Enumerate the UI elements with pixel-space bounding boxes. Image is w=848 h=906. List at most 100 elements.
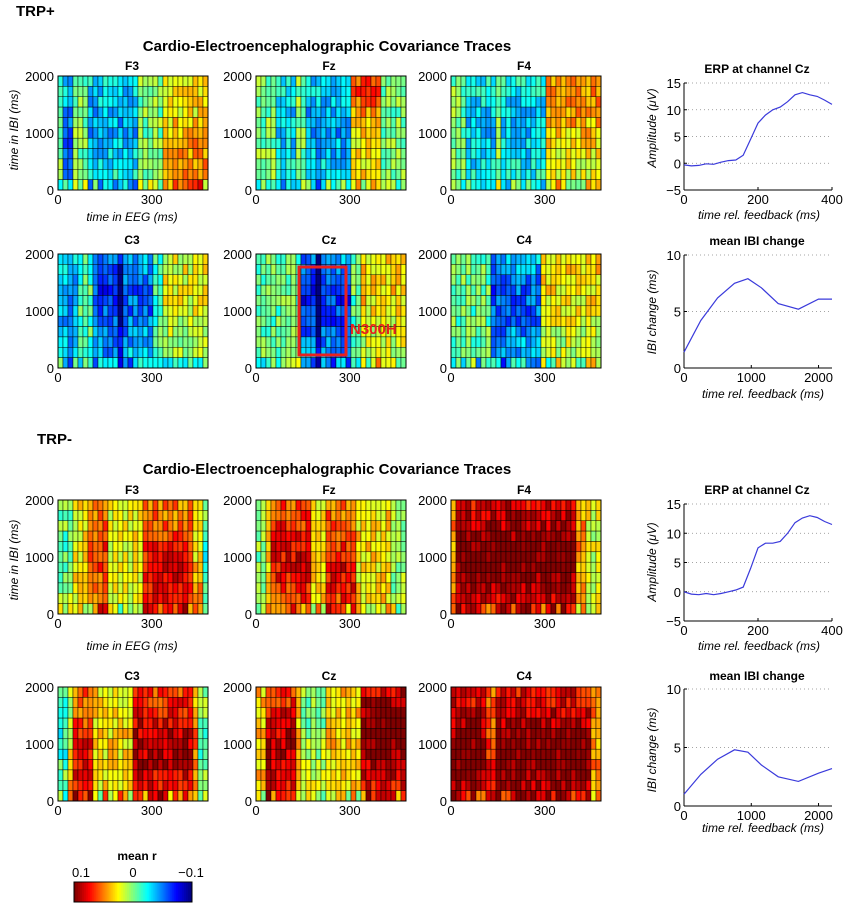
heatmap-cell: [112, 75, 119, 87]
heatmap-cell: [475, 728, 482, 740]
heatmap-cell: [510, 336, 517, 348]
heatmap-cell: [315, 137, 322, 149]
heatmap-cell: [172, 561, 179, 573]
heatmap-cell: [585, 305, 592, 317]
heatmap-cell: [455, 295, 462, 307]
heatmap-cell: [400, 117, 407, 129]
heatmap-cell: [152, 499, 159, 511]
heatmap-cell: [182, 582, 189, 594]
heatmap-cell: [555, 357, 562, 369]
heatmap-cell: [127, 284, 134, 296]
heatmap-cell: [400, 686, 407, 698]
heatmap-cell: [310, 274, 317, 286]
heatmap-cell: [182, 769, 189, 781]
heatmap-cell: [87, 357, 94, 369]
heatmap-cell: [285, 520, 292, 532]
heatmap-cell: [390, 593, 397, 604]
heatmap-cell: [67, 697, 74, 708]
heatmap-cell: [395, 520, 402, 532]
heatmap-cell: [102, 117, 109, 129]
heatmap-cell: [450, 738, 457, 750]
heatmap-cell: [72, 520, 79, 532]
heatmap-cell: [182, 759, 189, 771]
heatmap-cell: [390, 530, 397, 542]
heatmap-cell: [475, 347, 482, 358]
heatmap-cell: [77, 179, 84, 191]
heatmap-cell: [255, 86, 262, 97]
heatmap-cell: [265, 253, 272, 265]
heatmap-cell: [355, 728, 362, 740]
heatmap-cell: [255, 127, 262, 139]
heatmap-cell: [172, 75, 179, 87]
heatmap-cell: [167, 572, 174, 584]
heatmap-cell: [152, 315, 159, 327]
heatmap-cell: [565, 158, 572, 170]
heatmap-cell: [280, 530, 287, 542]
heatmap-cell: [520, 780, 527, 791]
heatmap-cell: [395, 347, 402, 358]
heatmap-cell: [310, 738, 317, 750]
heatmap-cell: [280, 593, 287, 604]
heatmap-cell: [535, 582, 542, 594]
heatmap-cell: [315, 769, 322, 781]
heatmap-cell: [177, 326, 184, 338]
heatmap-cell: [300, 253, 307, 265]
heatmap-cell: [285, 561, 292, 573]
heatmap-cell: [300, 520, 307, 532]
heatmap-cell: [545, 137, 552, 149]
heatmap-cell: [565, 315, 572, 327]
heatmap-cell: [510, 127, 517, 139]
heatmap-cell: [555, 274, 562, 286]
heatmap-cell: [142, 264, 149, 275]
colorbar-swatch: [190, 882, 193, 902]
heatmap-xtick-label: 0: [447, 803, 454, 818]
heatmap-cell: [495, 520, 502, 532]
heatmap-ytick-label: 2000: [418, 247, 447, 262]
heatmap-cell: [112, 148, 119, 160]
heatmap-cell: [400, 790, 407, 802]
heatmap-cell: [157, 305, 164, 317]
heatmap-cell: [385, 572, 392, 584]
heatmap-cell: [137, 499, 144, 511]
heatmap-cell: [350, 264, 357, 275]
heatmap-cell: [470, 127, 477, 139]
heatmap-cell: [525, 582, 532, 594]
heatmap-cell: [305, 117, 312, 129]
heatmap-cell: [187, 603, 194, 615]
heatmap-cell: [515, 572, 522, 584]
heatmap-cell: [590, 326, 597, 338]
heatmap-cell: [460, 305, 467, 317]
heatmap-cell: [92, 707, 99, 719]
heatmap-cell: [77, 790, 84, 802]
heatmap-cell: [270, 603, 277, 615]
ibi-title-trp-minus: mean IBI change: [709, 669, 805, 683]
heatmap-cell: [102, 264, 109, 275]
heatmap-cell: [375, 707, 382, 719]
heatmap-cell: [545, 572, 552, 584]
heatmap-cell: [275, 253, 282, 265]
heatmap-cell: [102, 274, 109, 286]
heatmap-cell: [102, 127, 109, 139]
heatmap-cell: [162, 780, 169, 791]
heatmap-cell: [335, 593, 342, 604]
heatmap-cell: [505, 697, 512, 708]
heatmap-cell: [375, 169, 382, 180]
heatmap-cell: [280, 179, 287, 191]
heatmap-cell: [345, 541, 352, 553]
heatmap-cell: [102, 780, 109, 791]
heatmap-cell: [157, 295, 164, 307]
heatmap-cell: [77, 551, 84, 563]
heatmap-cell: [132, 305, 139, 317]
heatmap-cell: [127, 274, 134, 286]
heatmap-cell: [365, 572, 372, 584]
heatmap-xlabel-trp-plus: time in EEG (ms): [86, 210, 177, 224]
heatmap-cell: [495, 284, 502, 296]
heatmap-cell: [320, 499, 327, 511]
heatmap-cell: [585, 127, 592, 139]
heatmap-cell: [370, 541, 377, 553]
heatmap-cell: [475, 106, 482, 118]
heatmap-cell: [305, 603, 312, 615]
heatmap-xtick-label: 300: [339, 616, 361, 631]
heatmap-cell: [390, 253, 397, 265]
heatmap-ytick-label: 2000: [25, 247, 54, 262]
